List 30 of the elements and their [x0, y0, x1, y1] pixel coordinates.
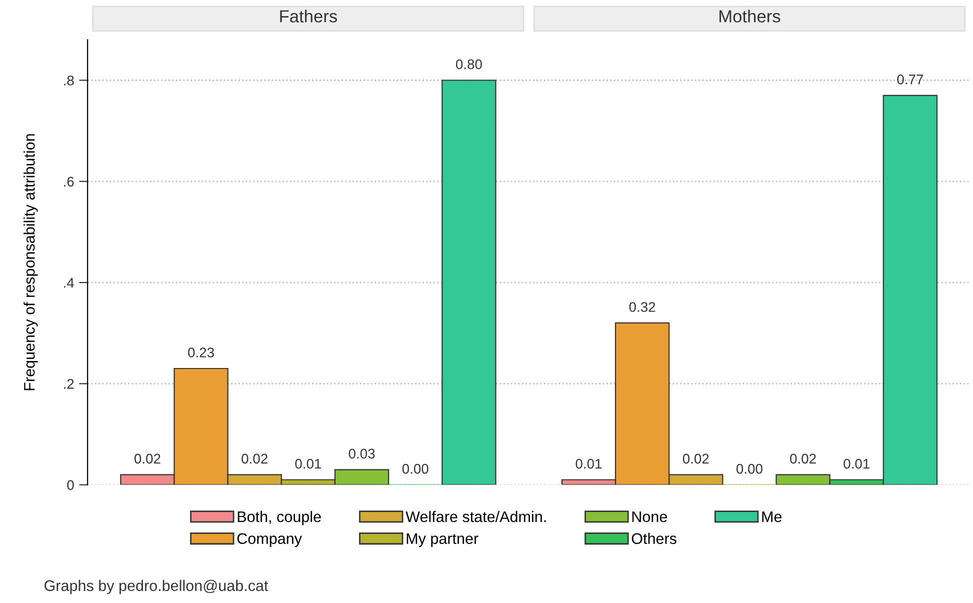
legend-label: Both, couple	[238, 510, 321, 526]
data-label: 0.23	[188, 348, 214, 358]
data-label: 0.02	[682, 454, 709, 464]
data-label: 0.77	[897, 74, 924, 84]
data-label: 0.00	[402, 464, 428, 474]
y-tick-label: .6	[64, 176, 74, 187]
legend-label: My partner	[406, 533, 478, 548]
data-label: 0.02	[790, 454, 816, 464]
y-tick-label: .4	[64, 278, 74, 288]
y-tick-label: .2	[64, 379, 74, 389]
data-label: 0.02	[242, 454, 268, 464]
data-label: 0.01	[576, 458, 602, 469]
x-tick-label: Mothers	[720, 10, 780, 22]
legend-label: Me	[762, 511, 782, 522]
data-label: 0.03	[348, 448, 375, 459]
data-label: 0.01	[844, 458, 870, 469]
data-label: 0.00	[736, 464, 762, 474]
data-label: 0.01	[295, 458, 322, 469]
legend-label: Company	[237, 533, 302, 548]
legend-label: Welfare state/Admin.	[406, 510, 546, 522]
y-axis-title: Frequency of responsability attribution	[24, 134, 38, 390]
legend-label: None	[632, 511, 667, 522]
legend-label: Others	[632, 532, 676, 544]
data-label: 0.80	[456, 59, 482, 70]
x-tick-label: Fathers	[280, 10, 337, 22]
y-tick-label: 0	[67, 480, 74, 490]
data-label: 0.02	[134, 454, 160, 464]
y-tick-label: .8	[64, 76, 74, 86]
data-label: 0.32	[629, 302, 656, 312]
text: Graphs by pedro.bellon@uab.cat	[44, 580, 268, 594]
